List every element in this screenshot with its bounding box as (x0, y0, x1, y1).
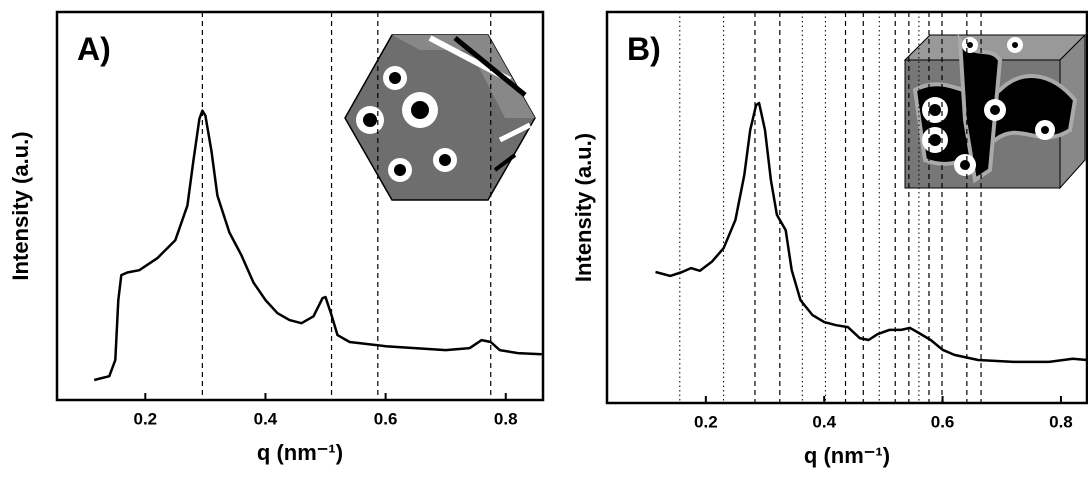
x-tick-label: 0.2 (133, 409, 157, 428)
y-axis-label: Intensity (a.u.) (8, 131, 33, 280)
x-axis-label: q (nm⁻¹) (804, 443, 890, 468)
x-tick-label: 0.2 (694, 412, 718, 431)
data-line (655, 101, 1088, 364)
x-tick-label: 0.4 (254, 409, 278, 428)
x-tick-label: 0.4 (812, 412, 836, 431)
y-axis-label: Intensity (a.u.) (571, 133, 596, 282)
x-tick-label: 0.6 (931, 412, 955, 431)
panel-label: A) (77, 31, 111, 67)
panel-label: B) (627, 31, 661, 67)
inset-hexagonal (344, 34, 536, 201)
x-tick-label: 0.8 (494, 409, 518, 428)
x-tick-label: 0.6 (374, 409, 398, 428)
data-line (93, 109, 542, 382)
plot-frame (605, 10, 1088, 405)
plot-frame (55, 10, 545, 402)
x-tick-label: 0.8 (1049, 412, 1073, 431)
inset-gyroid (903, 33, 1087, 190)
x-axis-label: q (nm⁻¹) (257, 440, 343, 465)
